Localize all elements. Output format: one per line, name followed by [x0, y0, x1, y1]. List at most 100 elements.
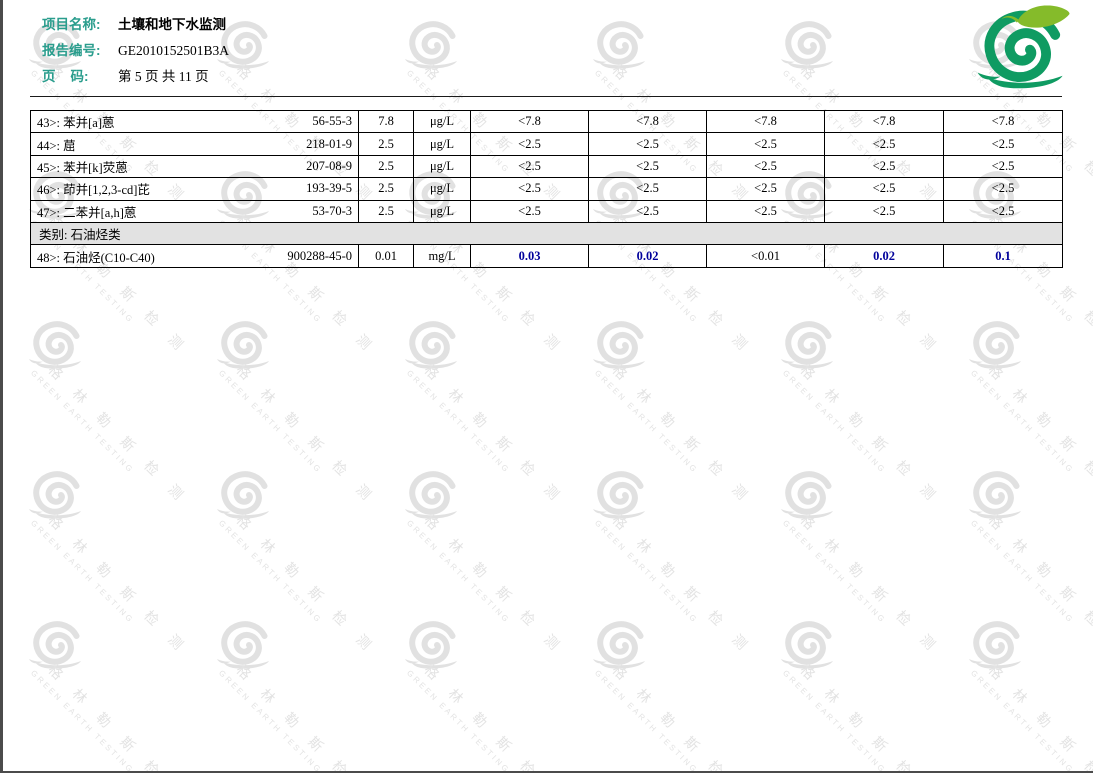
watermark-swirl-icon — [28, 468, 88, 520]
analyte-cell: 44>: 䓛 218-01-9 — [30, 132, 359, 156]
watermark-cn-text: 格 林 勒 斯 检 测 — [233, 511, 380, 659]
watermark-swirl-icon — [592, 618, 652, 670]
watermark-cn-text: 格 林 勒 斯 检 测 — [609, 661, 756, 773]
watermark-swirl-icon — [780, 618, 840, 670]
watermark-swirl-icon — [28, 318, 88, 370]
watermark-en-text: GREEN EARTH TESTING — [29, 668, 136, 773]
project-name-value: 土壤和地下水监测 — [118, 17, 226, 32]
page-left-edge — [0, 0, 3, 773]
detection-limit: 2.5 — [358, 177, 414, 201]
report-number-field: 报告编号: GE2010152501B3A — [42, 42, 229, 60]
results-table-body: 43>: 苯并[a]蒽 56-55-3 7.8 μg/L <7.8 <7.8 <7.8 <7.… — [30, 109, 1063, 268]
watermark-cn-text: 格 林 勒 斯 检 测 — [421, 361, 568, 509]
watermark-en-text: GREEN EARTH TESTING — [781, 518, 888, 626]
header-divider — [30, 96, 1062, 97]
watermark-swirl-icon — [780, 468, 840, 520]
unit: μg/L — [413, 109, 471, 134]
watermark-en-text: GREEN EARTH TESTING — [593, 518, 700, 626]
unit: μg/L — [413, 177, 471, 201]
sample-value: <2.5 — [706, 132, 825, 156]
sample-value: <2.5 — [824, 177, 944, 201]
watermark-cn-text: 格 林 勒 斯 检 测 — [45, 361, 192, 509]
sample-value: <2.5 — [470, 132, 589, 156]
analyte-cell: 46>: 茚并[1,2,3-cd]芘 193-39-5 — [30, 177, 359, 201]
watermark-en-text: GREEN EARTH TESTING — [29, 368, 136, 476]
sample-value: <2.5 — [588, 177, 707, 201]
sample-value: <2.5 — [943, 132, 1063, 156]
watermark-en-text: GREEN EARTH TESTING — [217, 368, 324, 476]
watermark-cn-text: 格 林 勒 斯 检 测 — [797, 511, 944, 659]
sample-value: <7.8 — [470, 109, 589, 134]
cas-number: 218-01-9 — [306, 136, 352, 151]
watermark-swirl-icon — [780, 18, 840, 70]
watermark-en-text: GREEN EARTH TESTING — [969, 368, 1076, 476]
sample-value: <2.5 — [706, 199, 825, 223]
watermark-en-text: GREEN EARTH TESTING — [781, 668, 888, 773]
sample-value: <2.5 — [824, 199, 944, 223]
report-header: 项目名称: 土壤和地下水监测 报告编号: GE2010152501B3A 页 码… — [42, 16, 229, 94]
project-name-label: 项目名称: — [42, 17, 101, 32]
watermark-cn-text: 格 林 勒 斯 检 测 — [985, 511, 1093, 658]
page-number-label: 页 码: — [42, 69, 89, 84]
sample-value: <2.5 — [824, 132, 944, 156]
category-label: 类别: 石油烃类 — [30, 221, 1063, 246]
watermark-cn-text: 格 林 勒 斯 检 测 — [233, 361, 380, 509]
sample-value: <2.5 — [588, 132, 707, 156]
cas-number: 207-08-9 — [306, 158, 352, 173]
cas-number: 193-39-5 — [306, 181, 352, 196]
watermark-swirl-icon — [404, 618, 464, 670]
page-bottom-edge — [0, 771, 1093, 773]
watermark-en-text: GREEN EARTH TESTING — [217, 668, 324, 773]
watermark-en-text: GREEN EARTH TESTING — [405, 518, 512, 626]
sample-value: <2.5 — [470, 199, 589, 223]
analyte-name: 48>: 石油烃(C10-C40) — [37, 250, 155, 265]
watermark-swirl-icon — [216, 618, 276, 670]
sample-value: <2.5 — [943, 177, 1063, 201]
watermark-cn-text: 格 林 勒 斯 检 测 — [421, 661, 568, 773]
analyte-name: 46>: 茚并[1,2,3-cd]芘 — [37, 183, 150, 198]
report-number-label: 报告编号: — [42, 43, 101, 58]
watermark-cn-text: 格 林 勒 斯 检 测 — [421, 511, 568, 659]
unit: μg/L — [413, 154, 471, 179]
watermark-swirl-icon — [216, 468, 276, 520]
sample-value: <2.5 — [943, 154, 1063, 179]
analyte-cell: 47>: 二苯并[a,h]蒽 53-70-3 — [30, 199, 359, 223]
watermark-swirl-icon — [968, 618, 1028, 670]
sample-value: <2.5 — [824, 154, 944, 179]
table-row: 44>: 䓛 218-01-9 2.5 μg/L <2.5 <2.5 <2.5 <2.5 <2.… — [30, 132, 1063, 156]
sample-value: 0.1 — [943, 244, 1063, 268]
project-name-field: 项目名称: 土壤和地下水监测 — [42, 16, 229, 34]
analyte-cell: 45>: 苯并[k]荧蒽 207-08-9 — [30, 154, 359, 179]
table-row: 46>: 茚并[1,2,3-cd]芘 193-39-5 2.5 μg/L <2.5 <2.… — [30, 177, 1063, 201]
watermark-swirl-icon — [216, 318, 276, 370]
detection-limit: 7.8 — [358, 109, 414, 134]
green-earth-swirl-logo-icon — [976, 5, 1070, 91]
watermark-en-text: GREEN EARTH TESTING — [593, 668, 700, 773]
sample-value: <2.5 — [470, 154, 589, 179]
watermark-en-text: GREEN EARTH TESTING — [781, 368, 888, 476]
cas-number: 900288-45-0 — [287, 248, 352, 263]
watermark-en-text: GREEN EARTH TESTING — [593, 368, 700, 476]
sample-value: <2.5 — [588, 199, 707, 223]
analyte-name: 45>: 苯并[k]荧蒽 — [37, 160, 128, 175]
sample-value: <7.8 — [824, 109, 944, 134]
watermark-swirl-icon — [592, 18, 652, 70]
sample-value: 0.02 — [588, 244, 707, 268]
table-row: 47>: 二苯并[a,h]蒽 53-70-3 2.5 μg/L <2.5 <2.5 <2.5… — [30, 199, 1063, 223]
watermark-swirl-icon — [404, 18, 464, 70]
unit: μg/L — [413, 199, 471, 223]
detection-limit: 0.01 — [358, 244, 414, 268]
unit: μg/L — [413, 132, 471, 156]
